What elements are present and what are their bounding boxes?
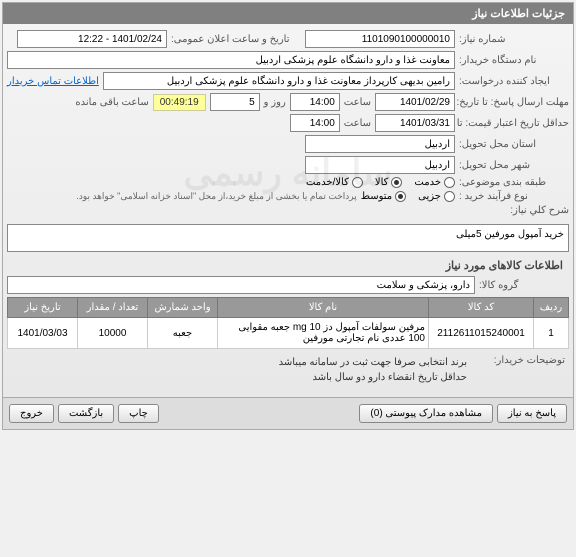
deadline-date: 1401/02/29 <box>375 93 455 111</box>
validity-label: حداقل تاریخ اعتبار قیمت: تا تاریخ: <box>459 118 569 129</box>
cell-code: 2112611015240001 <box>429 318 534 349</box>
respond-button[interactable]: پاسخ به نیاز <box>497 404 567 423</box>
category-radio-both[interactable]: کالا/خدمت <box>306 177 363 188</box>
category-label: طبقه بندی موضوعی: <box>459 177 569 188</box>
need-number-field: 1101090100000010 <box>305 30 455 48</box>
group-label: گروه کالا: <box>479 280 569 291</box>
buyer-notes: توضیحات خریدار: برند انتخابی صرفا جهت ثب… <box>7 349 569 391</box>
summary-textarea[interactable]: خرید آمپول مورفین 5میلی <box>7 224 569 252</box>
buyer-org-field: معاونت غذا و دارو دانشگاه علوم پزشکی ارد… <box>7 51 455 69</box>
note-line: برند انتخابی صرفا جهت ثبت در سامانه میبا… <box>279 355 467 370</box>
radio-icon <box>352 177 363 188</box>
group-field: دارو، پزشکی و سلامت <box>7 276 475 294</box>
city-label: شهر محل تحویل: <box>459 160 569 171</box>
validity-time-label: ساعت <box>344 118 371 129</box>
details-panel: جزئیات اطلاعات نیاز سامانه رسمی شماره نی… <box>2 2 574 430</box>
exit-button[interactable]: خروج <box>9 404 54 423</box>
province-field: اردبیل <box>305 135 455 153</box>
col-unit: واحد شمارش <box>148 298 218 318</box>
items-section-title: اطلاعات کالاهای مورد نیاز <box>7 255 569 276</box>
process-radio-group: جزیی متوسط <box>361 191 455 202</box>
validity-time: 14:00 <box>290 114 340 132</box>
deadline-day-label: روز و <box>264 97 286 108</box>
process-radio-minor[interactable]: جزیی <box>418 191 455 202</box>
print-button[interactable]: چاپ <box>118 404 159 423</box>
province-label: استان محل تحویل: <box>459 139 569 150</box>
remain-label: ساعت باقی مانده <box>75 97 148 108</box>
process-note: پرداخت تمام یا بخشی از مبلغ خرید،از محل … <box>76 191 356 202</box>
panel-title: جزئیات اطلاعات نیاز <box>3 3 573 24</box>
category-radio-service[interactable]: خدمت <box>414 177 455 188</box>
category-radio-goods[interactable]: کالا <box>375 177 403 188</box>
radio-icon <box>391 177 402 188</box>
col-name: نام کالا <box>218 298 429 318</box>
cell-unit: جعبه <box>148 318 218 349</box>
cell-name: مرفین سولفات آمپول دز mg 10 جعبه مقوایی … <box>218 318 429 349</box>
footer-bar: پاسخ به نیاز مشاهده مدارک پیوستی (0) چاپ… <box>3 397 573 429</box>
col-code: کد کالا <box>429 298 534 318</box>
radio-label: جزیی <box>418 191 441 202</box>
deadline-label: مهلت ارسال پاسخ: تا تاریخ: <box>459 97 569 108</box>
buyer-notes-label: توضیحات خریدار: <box>475 355 565 366</box>
deadline-time: 14:00 <box>290 93 340 111</box>
announce-label: تاریخ و ساعت اعلان عمومی: <box>171 34 301 45</box>
validity-date: 1401/03/31 <box>375 114 455 132</box>
requester-label: ایجاد کننده درخواست: <box>459 76 569 87</box>
table-header-row: ردیف کد کالا نام کالا واحد شمارش تعداد /… <box>8 298 569 318</box>
col-date: تاریخ نیاز <box>8 298 78 318</box>
deadline-time-label: ساعت <box>344 97 371 108</box>
table-row[interactable]: 1 2112611015240001 مرفین سولفات آمپول دز… <box>8 318 569 349</box>
deadline-days: 5 <box>210 93 260 111</box>
process-radio-medium[interactable]: متوسط <box>361 191 406 202</box>
cell-date: 1401/03/03 <box>8 318 78 349</box>
process-label: نوع فرآیند خرید : <box>459 191 569 202</box>
countdown-timer: 00:49:19 <box>153 94 206 111</box>
form-body: سامانه رسمی شماره نیاز: 1101090100000010… <box>3 24 573 397</box>
need-number-label: شماره نیاز: <box>459 34 569 45</box>
radio-label: کالا/خدمت <box>306 177 349 188</box>
announce-field: 1401/02/24 - 12:22 <box>17 30 167 48</box>
radio-icon <box>395 191 406 202</box>
radio-label: کالا <box>375 177 389 188</box>
note-line: حداقل تاریخ انقضاء دارو دو سال باشد <box>279 370 467 385</box>
contact-link[interactable]: اطلاعات تماس خریدار <box>7 76 99 87</box>
attachments-button[interactable]: مشاهده مدارک پیوستی (0) <box>359 404 493 423</box>
cell-row: 1 <box>534 318 569 349</box>
requester-field: رامین بدیهی کارپرداز معاونت غذا و دارو د… <box>103 72 455 90</box>
cell-qty: 10000 <box>78 318 148 349</box>
radio-label: خدمت <box>414 177 441 188</box>
items-table: ردیف کد کالا نام کالا واحد شمارش تعداد /… <box>7 297 569 349</box>
category-radio-group: خدمت کالا کالا/خدمت <box>306 177 455 188</box>
radio-icon <box>444 177 455 188</box>
city-field: اردبیل <box>305 156 455 174</box>
buyer-org-label: نام دستگاه خریدار: <box>459 55 569 66</box>
back-button[interactable]: بازگشت <box>58 404 114 423</box>
radio-label: متوسط <box>361 191 392 202</box>
summary-label: شرح کلي نیاز: <box>7 205 569 216</box>
buyer-notes-text: برند انتخابی صرفا جهت ثبت در سامانه میبا… <box>279 355 467 385</box>
col-qty: تعداد / مقدار <box>78 298 148 318</box>
col-row: ردیف <box>534 298 569 318</box>
radio-icon <box>444 191 455 202</box>
